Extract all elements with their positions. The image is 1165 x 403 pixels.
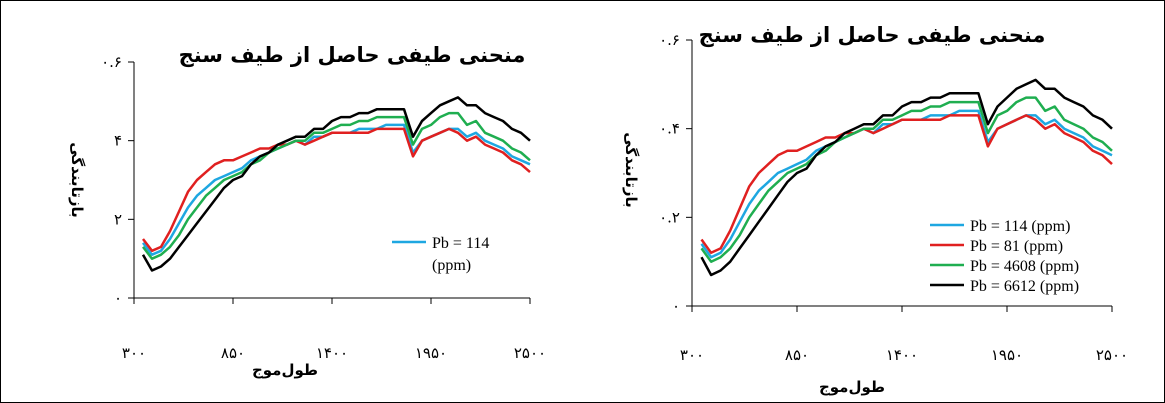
- y-tick-label: ۰.۶: [659, 31, 680, 49]
- series-line-0: [700, 109, 1113, 259]
- chart-title: منحنی طیفی حاصل از طیف سنج: [179, 43, 526, 67]
- x-tick-label: ۳۰۰: [680, 346, 704, 364]
- legend-label-0-cont: (ppm): [432, 257, 471, 274]
- legend-label-0: Pb = 114: [432, 235, 489, 252]
- y-axis-label: بازتابندگی: [622, 132, 640, 207]
- legend-label-0: Pb = 114 (ppm): [970, 218, 1070, 235]
- y-tick-label: ۰: [114, 289, 122, 307]
- x-tick-label: ۲۵۰۰: [1096, 346, 1128, 364]
- series-line-1: [700, 114, 1113, 255]
- chart-panel-left: ۰ ۲ ۴ ۰.۶ ۳۰۰ ۸۵۰ ۱۴۰۰ ۱۹۵۰ ۲۵۰۰ منحنی طیفی حاصل …: [0, 0, 582, 403]
- y-tick-label: ۴: [114, 132, 122, 150]
- chart-title: منحنی طیفی حاصل از طیف سنج: [699, 23, 1046, 47]
- x-axis-label: طول‌موج: [252, 361, 318, 379]
- legend-label-1: Pb = 81 (ppm): [970, 238, 1063, 255]
- x-tick-label: ۲۵۰۰: [514, 344, 546, 362]
- x-tick-label: ۱۹۵۰: [415, 344, 447, 362]
- x-tick-label: ۱۴۰۰: [886, 346, 918, 364]
- y-tick-label: ۰: [672, 297, 680, 315]
- legend-label-2: Pb = 4608 (ppm): [970, 258, 1079, 275]
- x-tick-label: ۱۹۵۰: [991, 346, 1023, 364]
- x-tick-label: ۸۵۰: [785, 346, 809, 364]
- legend-label-3: Pb = 6612 (ppm): [970, 278, 1079, 295]
- series-line-2: [700, 96, 1113, 263]
- series-line-2: [142, 111, 531, 260]
- x-axis-label: طول‌موج: [819, 378, 885, 396]
- y-tick-label: ۰.۴: [659, 120, 680, 138]
- chart-right-svg: ۰ ۰.۲ ۰.۴ ۰.۶ ۳۰۰ ۸۵۰ ۱۴۰۰ ۱۹۵۰ ۲۵۰۰ منحنی طیفی ح…: [622, 23, 1128, 396]
- y-tick-label: ۲: [114, 210, 122, 228]
- chart-left-svg: ۰ ۲ ۴ ۰.۶ ۳۰۰ ۸۵۰ ۱۴۰۰ ۱۹۵۰ ۲۵۰۰ منحنی طیفی حاصل …: [68, 43, 546, 379]
- series-line-1: [142, 127, 531, 253]
- y-tick-label: ۰.۶: [101, 53, 122, 71]
- x-tick-label: ۳۰۰: [122, 344, 146, 362]
- series-line-3: [141, 96, 531, 272]
- x-tick-label: ۱۴۰۰: [316, 344, 348, 362]
- y-axis-label: بازتابندگی: [68, 142, 86, 217]
- series-line-3: [700, 78, 1113, 277]
- chart-panel-right: ۰ ۰.۲ ۰.۴ ۰.۶ ۳۰۰ ۸۵۰ ۱۴۰۰ ۱۹۵۰ ۲۵۰۰ منحنی طیفی ح…: [582, 0, 1165, 403]
- x-tick-label: ۸۵۰: [221, 344, 245, 362]
- y-tick-label: ۰.۲: [659, 208, 680, 226]
